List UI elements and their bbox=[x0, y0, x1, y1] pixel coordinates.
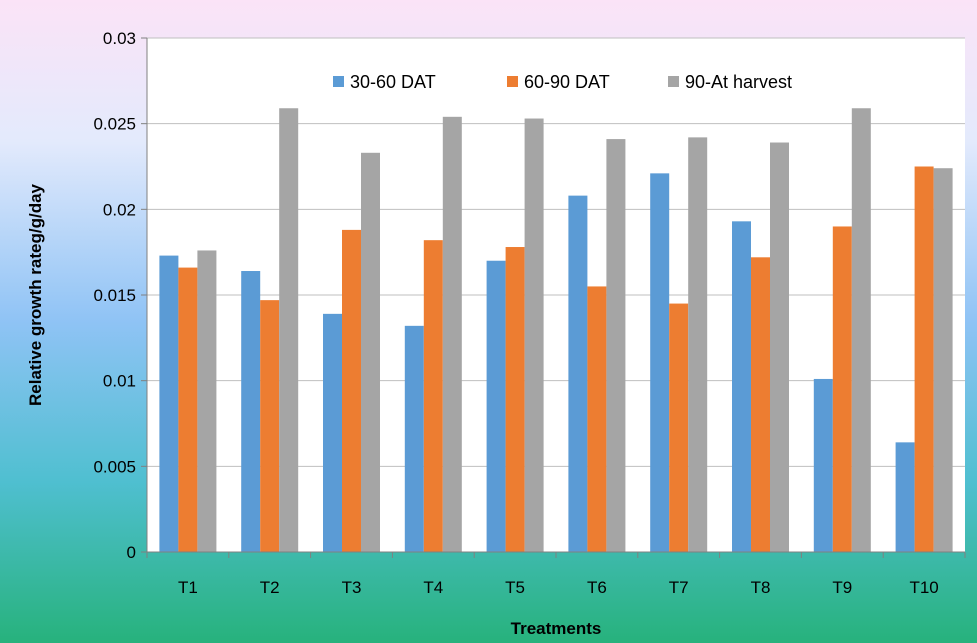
x-tick-label: T1 bbox=[178, 578, 198, 597]
x-axis-title: Treatments bbox=[511, 619, 602, 638]
bar-t10-series-1 bbox=[895, 442, 915, 552]
bar-t6-series-2 bbox=[587, 286, 607, 552]
y-tick-label: 0.015 bbox=[93, 286, 136, 305]
bar-t2-series-1 bbox=[241, 271, 261, 552]
bar-t7-series-2 bbox=[669, 303, 689, 552]
bar-t3-series-2 bbox=[342, 229, 361, 553]
x-tick-label: T2 bbox=[260, 578, 280, 597]
bar-t1-series-3 bbox=[197, 250, 217, 552]
bars bbox=[159, 108, 953, 553]
y-tick-label: 0.005 bbox=[93, 457, 136, 476]
x-tick-label: T8 bbox=[751, 578, 771, 597]
y-tick-label: 0.01 bbox=[103, 372, 136, 391]
bar-t8-series-1 bbox=[732, 221, 751, 552]
y-tick-label: 0.02 bbox=[103, 200, 136, 219]
legend-label: 60-90 DAT bbox=[524, 72, 610, 92]
bar-t2-series-2 bbox=[260, 300, 280, 552]
y-tick-labels: 0 0.005 0.01 0.015 0.02 0.025 0.03 bbox=[93, 29, 136, 562]
bar-t5-series-1 bbox=[486, 260, 506, 552]
bar-t9-series-2 bbox=[832, 226, 852, 552]
legend-swatch bbox=[333, 76, 344, 87]
x-tick-label: T10 bbox=[909, 578, 938, 597]
x-tick-label: T7 bbox=[669, 578, 689, 597]
legend-label: 90-At harvest bbox=[685, 72, 792, 92]
legend-label: 30-60 DAT bbox=[350, 72, 436, 92]
bar-t1-series-2 bbox=[178, 267, 198, 552]
x-tick-label: T3 bbox=[342, 578, 362, 597]
x-tick-label: T9 bbox=[832, 578, 852, 597]
y-tick-label: 0.03 bbox=[103, 29, 136, 48]
bar-t6-series-3 bbox=[606, 139, 626, 552]
y-tick-label: 0.025 bbox=[93, 115, 136, 134]
bar-t5-series-3 bbox=[524, 118, 544, 552]
x-tick-label: T5 bbox=[505, 578, 525, 597]
x-tick-label: T6 bbox=[587, 578, 607, 597]
legend-swatch bbox=[507, 76, 518, 87]
bar-t7-series-1 bbox=[650, 173, 670, 552]
bar-t7-series-3 bbox=[688, 137, 708, 552]
bar-t4-series-2 bbox=[423, 240, 443, 552]
bar-t6-series-1 bbox=[568, 195, 588, 553]
y-tick-label: 0 bbox=[127, 543, 136, 562]
x-tick-labels: T1 T2 T3 T4 T5 T6 T7 T8 T9 T10 bbox=[178, 578, 939, 597]
x-tick-label: T4 bbox=[423, 578, 443, 597]
bar-t4-series-1 bbox=[404, 325, 424, 552]
y-axis-title: Relative growth rateg/g/day bbox=[26, 183, 45, 406]
bar-t8-series-2 bbox=[751, 257, 770, 552]
bar-t10-series-2 bbox=[914, 166, 934, 552]
bar-t10-series-3 bbox=[933, 168, 953, 553]
legend-swatch bbox=[668, 76, 679, 87]
bar-t3-series-3 bbox=[361, 152, 380, 552]
bar-t3-series-1 bbox=[323, 313, 342, 552]
bar-t4-series-3 bbox=[442, 116, 462, 553]
bar-t2-series-3 bbox=[279, 108, 299, 552]
bar-t8-series-3 bbox=[770, 142, 789, 552]
bar-t5-series-2 bbox=[505, 247, 525, 552]
bar-t9-series-1 bbox=[813, 378, 833, 552]
bar-t1-series-1 bbox=[159, 255, 179, 553]
legend: 30-60 DAT 60-90 DAT 90-At harvest bbox=[333, 72, 792, 92]
bar-t9-series-3 bbox=[851, 108, 871, 552]
